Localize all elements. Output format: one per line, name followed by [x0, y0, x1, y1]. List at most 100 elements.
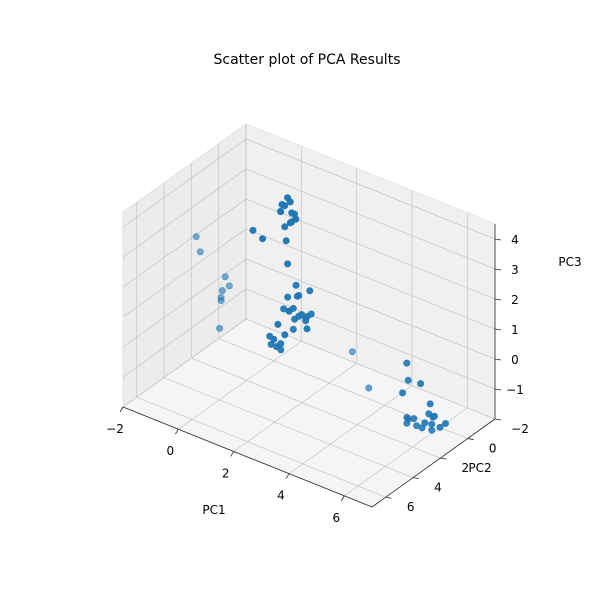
- chart-title: Scatter plot of PCA Results: [214, 52, 401, 68]
- data-point: [302, 314, 310, 322]
- x-tick-mark: [285, 473, 290, 479]
- data-point: [291, 315, 299, 323]
- z-tick-label: 1: [511, 323, 519, 337]
- z-tick-label: 2: [511, 293, 519, 307]
- data-point: [285, 307, 293, 315]
- data-point: [284, 293, 292, 301]
- data-point: [284, 260, 292, 268]
- tick-labels: −2 0 2 4 6 −2 0 2 4 6 −1 0 1 2 3 4: [106, 233, 529, 525]
- data-point: [281, 223, 289, 231]
- y-tick-mark: [385, 496, 392, 499]
- z-tick-mark: [494, 388, 502, 391]
- z-tick-label: −1: [506, 383, 524, 397]
- data-point: [428, 426, 436, 434]
- y-tick-label: 0: [489, 442, 497, 456]
- data-point: [288, 209, 296, 217]
- data-point: [404, 415, 412, 423]
- z-grid-line: [122, 228, 496, 330]
- data-point: [292, 215, 300, 223]
- data-point: [417, 380, 425, 388]
- z-tick-mark: [494, 238, 502, 241]
- grid-lines: [122, 124, 496, 498]
- y-tick-mark: [440, 457, 447, 460]
- y-axis-line: [371, 418, 496, 508]
- data-point: [249, 226, 257, 234]
- y-grid-line: [190, 163, 441, 459]
- data-point: [426, 400, 434, 408]
- y-tick-label: 2: [462, 461, 470, 475]
- y-tick-label: 6: [407, 500, 415, 514]
- data-point: [404, 376, 412, 384]
- data-point: [218, 287, 226, 295]
- x-axis-label: PC1: [202, 503, 225, 517]
- x-tick-label: 0: [167, 444, 175, 458]
- data-point: [259, 235, 267, 243]
- z-axis-label: PC3: [558, 255, 581, 269]
- data-point: [192, 233, 200, 241]
- y-tick-label: 4: [434, 481, 442, 495]
- data-point: [277, 208, 285, 216]
- data-point: [306, 287, 314, 295]
- z-grid-line: [122, 258, 496, 360]
- axis-lines: [119, 224, 502, 508]
- x-tick-mark: [119, 406, 124, 413]
- data-point: [303, 325, 311, 333]
- data-point: [196, 248, 204, 256]
- data-point: [283, 194, 291, 202]
- data-point: [399, 389, 407, 397]
- z-tick-mark: [494, 328, 502, 331]
- z-grid-line: [122, 198, 496, 300]
- x-tick-label: 4: [277, 489, 285, 503]
- y-tick-mark: [412, 477, 420, 480]
- data-point: [292, 281, 300, 289]
- z-tick-label: 3: [511, 263, 519, 277]
- data-point: [348, 348, 356, 356]
- z-tick-mark: [494, 268, 502, 271]
- z-tick-label: 4: [511, 233, 519, 247]
- y-tick-mark: [494, 418, 502, 421]
- z-tick-mark: [494, 358, 502, 361]
- data-point: [216, 324, 224, 332]
- data-point: [425, 410, 433, 418]
- z-grid-line: [122, 138, 496, 240]
- data-point: [270, 335, 278, 343]
- data-point: [365, 384, 373, 392]
- y-tick-mark: [467, 438, 474, 440]
- y-grid-line: [163, 182, 414, 479]
- data-point: [441, 419, 449, 427]
- y-axis-label: PC2: [468, 461, 491, 475]
- y-grid-line: [136, 202, 386, 498]
- x-tick-label: 6: [333, 511, 341, 525]
- y-grid-line: [245, 124, 496, 420]
- data-point: [282, 237, 290, 245]
- z-grid-line: [122, 288, 496, 390]
- x-tick-label: −2: [106, 422, 124, 436]
- z-grid-line: [122, 168, 496, 270]
- data-point: [293, 292, 301, 300]
- z-tick-mark: [494, 298, 502, 301]
- x-axis-line: [122, 406, 373, 508]
- data-point: [428, 420, 436, 428]
- data-point: [221, 273, 229, 281]
- data-point: [421, 419, 429, 427]
- data-point: [403, 359, 411, 367]
- y-grid-line: [218, 143, 468, 439]
- data-point: [436, 423, 444, 431]
- data-point: [277, 340, 285, 348]
- data-point: [286, 219, 294, 227]
- data-point: [217, 293, 225, 301]
- data-point: [278, 201, 286, 209]
- x-tick-mark: [230, 451, 235, 457]
- data-point: [274, 320, 282, 328]
- data-point: [225, 282, 233, 290]
- x-tick-mark: [174, 429, 179, 435]
- y-tick-label: −2: [511, 422, 529, 436]
- x-tick-mark: [340, 495, 345, 502]
- x-tick-label: 2: [222, 466, 230, 480]
- axis-panes: [122, 123, 496, 508]
- data-point: [281, 331, 289, 339]
- data-point: [289, 325, 297, 333]
- data-points: [192, 194, 449, 434]
